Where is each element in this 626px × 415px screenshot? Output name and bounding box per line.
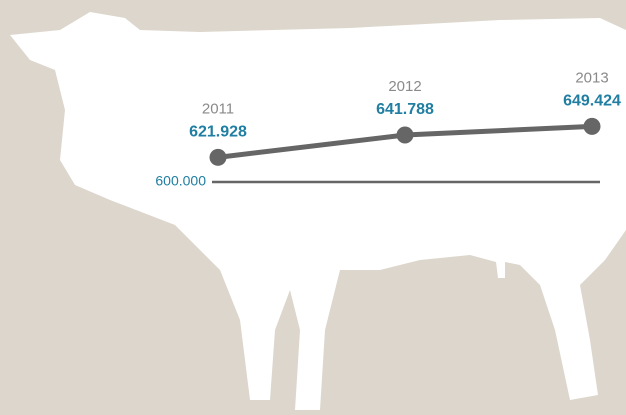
category-label: 2013 [575, 69, 608, 86]
y-tick-label: 600.000 [155, 173, 206, 189]
value-label: 641.788 [376, 101, 434, 118]
value-label: 649.424 [563, 93, 621, 110]
chart: 600.000 2011 621.928 2012 641.788 2013 649.424 [0, 0, 626, 415]
cow-silhouette [10, 12, 626, 410]
point [397, 126, 414, 143]
point [210, 149, 227, 166]
value-label: 621.928 [189, 124, 247, 141]
category-label: 2012 [388, 78, 421, 95]
point [584, 118, 601, 135]
category-label: 2011 [202, 100, 234, 117]
